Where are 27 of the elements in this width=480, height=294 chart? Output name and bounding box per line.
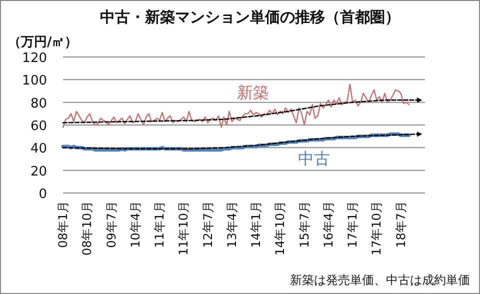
x-tick-label: 17年1月 xyxy=(346,201,360,248)
x-tick-label: 08年1月 xyxy=(56,201,70,248)
y-tick-label: 80 xyxy=(30,96,47,112)
text: 新築は発売単価、中古は成約単価 xyxy=(290,273,470,287)
x-tick-label: 11年10月 xyxy=(176,201,191,256)
y-tick-label: 120 xyxy=(22,51,47,66)
x-tick-label: 17年10月 xyxy=(370,201,384,256)
y-tick-label: 100 xyxy=(22,74,47,89)
y-tick-label: 0 xyxy=(38,187,47,202)
x-tick-label: 12年7月 xyxy=(200,201,215,248)
x-tick-label: 11年1月 xyxy=(152,201,167,248)
x-tick-label: 14年10月 xyxy=(273,201,288,256)
y-tick-label: 20 xyxy=(30,164,47,180)
chart-title: 中古・新築マンション単価の推移（首都圏） xyxy=(100,8,400,26)
x-tick-label: 09年7月 xyxy=(104,201,118,248)
y-tick-label: 60 xyxy=(30,119,47,134)
x-tick-label: 16年4月 xyxy=(321,201,336,248)
series-label: 新築 xyxy=(237,83,269,102)
x-tick-label: 18年7月 xyxy=(394,201,408,248)
x-tick-label: 13年4月 xyxy=(224,201,239,248)
y-tick-label: 40 xyxy=(30,142,47,157)
x-tick-label: 10年4月 xyxy=(128,201,142,248)
y-axis-title: （万円/㎡） xyxy=(8,35,78,50)
x-tick-label: 14年1月 xyxy=(249,201,264,248)
series-label: 中古 xyxy=(298,149,330,168)
x-tick-label: 15年7月 xyxy=(297,201,312,248)
x-tick-label: 08年10月 xyxy=(80,201,94,256)
